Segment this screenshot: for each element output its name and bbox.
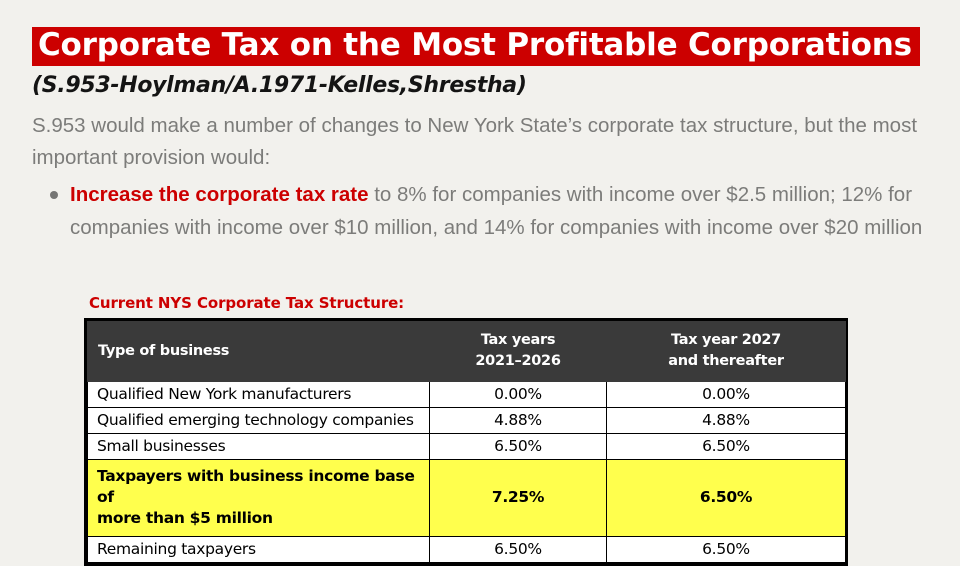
cell-rate-2021-2026: 0.00%: [429, 381, 607, 409]
cell-business-type: Qualified emerging technology companies: [87, 407, 430, 435]
cell-rate-2021-2026: 6.50%: [429, 433, 607, 461]
column-header-tax-years-2021-2026: Tax years 2021–2026: [429, 320, 607, 383]
bullet-rest: to 8% for companies with income over $2.…: [70, 183, 923, 239]
table-row: Qualified New York manufacturers 0.00% 0…: [87, 381, 846, 409]
cell-rate-2027: 0.00%: [606, 381, 846, 409]
column-header-line1: Tax years: [480, 332, 556, 348]
table-caption: Current NYS Corporate Tax Structure:: [89, 294, 405, 312]
cell-line2: more than $5 million: [97, 508, 273, 527]
list-item: Increase the corporate tax rate to 8% fo…: [32, 178, 944, 244]
cell-rate-2027: 4.88%: [606, 407, 846, 435]
table-row: Small businesses 6.50% 6.50%: [87, 433, 846, 461]
column-header-line2: 2021–2026: [475, 353, 561, 370]
cell-line1: Taxpayers with business income base of: [97, 467, 415, 506]
table-header-row: Type of business Tax years 2021–2026 Tax…: [87, 320, 846, 383]
bill-subtitle: (S.953-Hoylman/A.1971-Kelles,Shrestha): [32, 73, 527, 98]
column-header-type-of-business: Type of business: [87, 320, 430, 383]
body-content: S.953 would make a number of changes to …: [32, 110, 944, 244]
table-row: Remaining taxpayers 6.50% 6.50%: [87, 535, 846, 563]
tax-structure-table: Type of business Tax years 2021–2026 Tax…: [87, 320, 846, 563]
title-banner: Corporate Tax on the Most Profitable Cor…: [32, 27, 920, 67]
cell-rate-2027: 6.50%: [606, 459, 846, 537]
page-title: Corporate Tax on the Most Profitable Cor…: [38, 27, 912, 63]
column-header-tax-year-2027: Tax year 2027 and thereafter: [606, 320, 846, 383]
column-header-line1: Tax year 2027: [671, 332, 781, 348]
table-body: Qualified New York manufacturers 0.00% 0…: [87, 381, 846, 563]
bullet-dot-icon: [50, 191, 58, 199]
table-header: Type of business Tax years 2021–2026 Tax…: [87, 320, 846, 383]
cell-business-type: Qualified New York manufacturers: [87, 381, 430, 409]
intro-paragraph: S.953 would make a number of changes to …: [32, 114, 918, 169]
bullet-list: Increase the corporate tax rate to 8% fo…: [32, 178, 944, 244]
cell-rate-2021-2026: 7.25%: [429, 459, 607, 537]
bullet-emphasis: Increase the corporate tax rate: [70, 183, 369, 206]
cell-rate-2027: 6.50%: [606, 433, 846, 461]
tax-table-container: Type of business Tax years 2021–2026 Tax…: [84, 318, 848, 566]
table-row: Qualified emerging technology companies …: [87, 407, 846, 435]
cell-rate-2027: 6.50%: [606, 535, 846, 563]
table-row-highlighted: Taxpayers with business income base of m…: [87, 459, 846, 537]
column-header-line1: Type of business: [98, 342, 230, 359]
column-header-line2: and thereafter: [668, 353, 784, 370]
cell-business-type: Small businesses: [87, 433, 430, 461]
cell-rate-2021-2026: 6.50%: [429, 535, 607, 563]
cell-business-type: Remaining taxpayers: [87, 535, 430, 563]
cell-rate-2021-2026: 4.88%: [429, 407, 607, 435]
slide-root: Corporate Tax on the Most Profitable Cor…: [32, 27, 944, 566]
cell-business-type: Taxpayers with business income base of m…: [87, 459, 430, 537]
